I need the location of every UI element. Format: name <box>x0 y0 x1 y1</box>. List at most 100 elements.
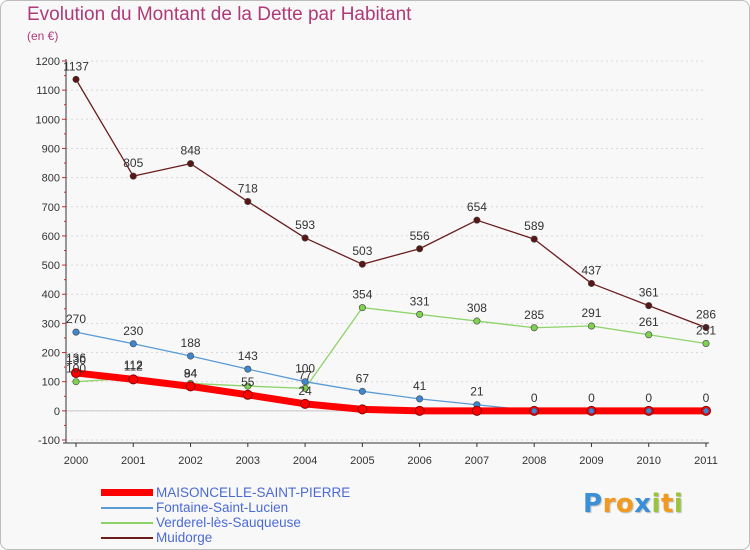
data-label: 188 <box>181 336 201 350</box>
data-label: 556 <box>410 229 430 243</box>
data-label: 805 <box>123 156 143 170</box>
data-label: 291 <box>581 306 601 320</box>
data-point <box>128 374 139 385</box>
logo-letter: o <box>615 489 635 519</box>
data-label: 361 <box>639 286 659 300</box>
logo-letter: P <box>583 489 603 519</box>
data-point <box>244 382 252 390</box>
x-tick-label: 2002 <box>178 455 202 467</box>
logo-letter: t <box>660 489 674 519</box>
logo-letter: r <box>602 489 616 519</box>
data-point <box>645 331 653 339</box>
data-point <box>702 323 710 331</box>
x-tick-label: 2003 <box>236 455 260 467</box>
data-point <box>72 378 80 386</box>
legend-label: Fontaine-Saint-Lucien <box>156 500 289 515</box>
y-tick-label: 1000 <box>36 114 60 126</box>
data-label: 112 <box>124 358 143 372</box>
data-label: 589 <box>524 219 544 233</box>
data-label: 354 <box>352 288 372 302</box>
data-point <box>471 405 482 416</box>
logo-letter: i <box>651 489 661 519</box>
legend: MAISONCELLE-SAINT-PIERRE Fontaine-Saint-L… <box>101 485 350 545</box>
data-point <box>72 328 80 336</box>
data-point <box>531 407 538 414</box>
chart-title: Evolution du Montant de la Dette par Hab… <box>27 4 412 25</box>
legend-item: Verderel-lès-Sauqueuse <box>101 515 350 530</box>
data-point <box>703 407 709 414</box>
x-tick-label: 2006 <box>407 455 431 467</box>
data-point <box>244 198 252 206</box>
x-tick-label: 2010 <box>636 455 660 467</box>
data-label: 718 <box>238 182 258 196</box>
data-point <box>645 302 653 310</box>
x-tick-label: 2008 <box>522 455 546 467</box>
data-point <box>473 216 481 224</box>
data-point <box>702 340 710 348</box>
data-label: 230 <box>123 324 143 338</box>
data-label: 143 <box>238 349 258 363</box>
data-label: 100 <box>295 362 315 376</box>
y-tick-label: 400 <box>42 289 60 301</box>
data-label: 67 <box>356 371 370 385</box>
legend-swatch <box>101 536 153 539</box>
data-label: 270 <box>66 312 86 326</box>
data-label: 654 <box>467 200 487 214</box>
data-label: 21 <box>470 385 484 399</box>
y-tick-label: 300 <box>42 318 60 330</box>
data-label: 286 <box>696 307 716 321</box>
data-point <box>301 384 309 392</box>
data-point <box>416 245 424 253</box>
data-label: 593 <box>295 218 315 232</box>
data-point <box>530 235 538 243</box>
x-tick-label: 2011 <box>694 455 718 467</box>
data-point <box>414 405 425 416</box>
y-axis-unit: (en €) <box>27 29 59 43</box>
data-point <box>645 407 652 414</box>
series-line-1 <box>75 331 707 412</box>
y-tick-label: 200 <box>42 348 60 360</box>
x-tick-label: 2001 <box>121 455 145 467</box>
data-label: 0 <box>645 391 652 405</box>
data-point <box>72 75 80 83</box>
legend-swatch <box>101 506 153 509</box>
data-point <box>587 279 595 287</box>
legend-label: MAISONCELLE-SAINT-PIERRE <box>156 485 351 500</box>
data-label: 0 <box>531 391 538 405</box>
data-point <box>185 381 196 392</box>
data-point <box>358 304 366 312</box>
data-label: 41 <box>413 379 427 393</box>
data-label: 94 <box>184 366 198 380</box>
legend-label: Muidorge <box>156 530 213 545</box>
y-tick-label: 100 <box>42 377 60 389</box>
data-label: 503 <box>352 244 372 258</box>
data-label: 130 <box>66 353 86 367</box>
data-label: 231 <box>696 324 716 338</box>
data-label: 437 <box>581 263 601 277</box>
x-tick-label: 2009 <box>579 455 603 467</box>
legend-swatch <box>101 521 153 524</box>
data-point <box>71 367 81 378</box>
data-point <box>358 260 366 268</box>
x-tick-label: 2000 <box>64 455 88 467</box>
legend-item: Fontaine-Saint-Lucien <box>101 500 350 515</box>
x-tick-label: 2004 <box>293 455 317 467</box>
data-point <box>587 322 595 330</box>
y-tick-label: 1100 <box>36 85 60 97</box>
data-label: 0 <box>588 391 595 405</box>
y-tick-label: 0 <box>54 406 60 418</box>
data-label: 285 <box>524 308 544 322</box>
legend-swatch <box>101 489 153 496</box>
logo-letter: i <box>673 489 684 519</box>
y-tick-label: -100 <box>38 435 60 447</box>
data-point <box>187 352 195 360</box>
data-label: 100 <box>66 362 86 376</box>
x-tick-label: 2005 <box>350 455 374 467</box>
data-label: 24 <box>298 384 312 398</box>
y-tick-label: 1200 <box>36 56 60 68</box>
data-label: 84 <box>184 366 198 380</box>
data-point <box>301 378 309 386</box>
data-label: 55 <box>241 375 255 389</box>
data-point <box>244 365 252 373</box>
